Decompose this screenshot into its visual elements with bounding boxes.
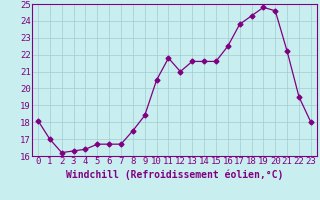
- X-axis label: Windchill (Refroidissement éolien,°C): Windchill (Refroidissement éolien,°C): [66, 169, 283, 180]
